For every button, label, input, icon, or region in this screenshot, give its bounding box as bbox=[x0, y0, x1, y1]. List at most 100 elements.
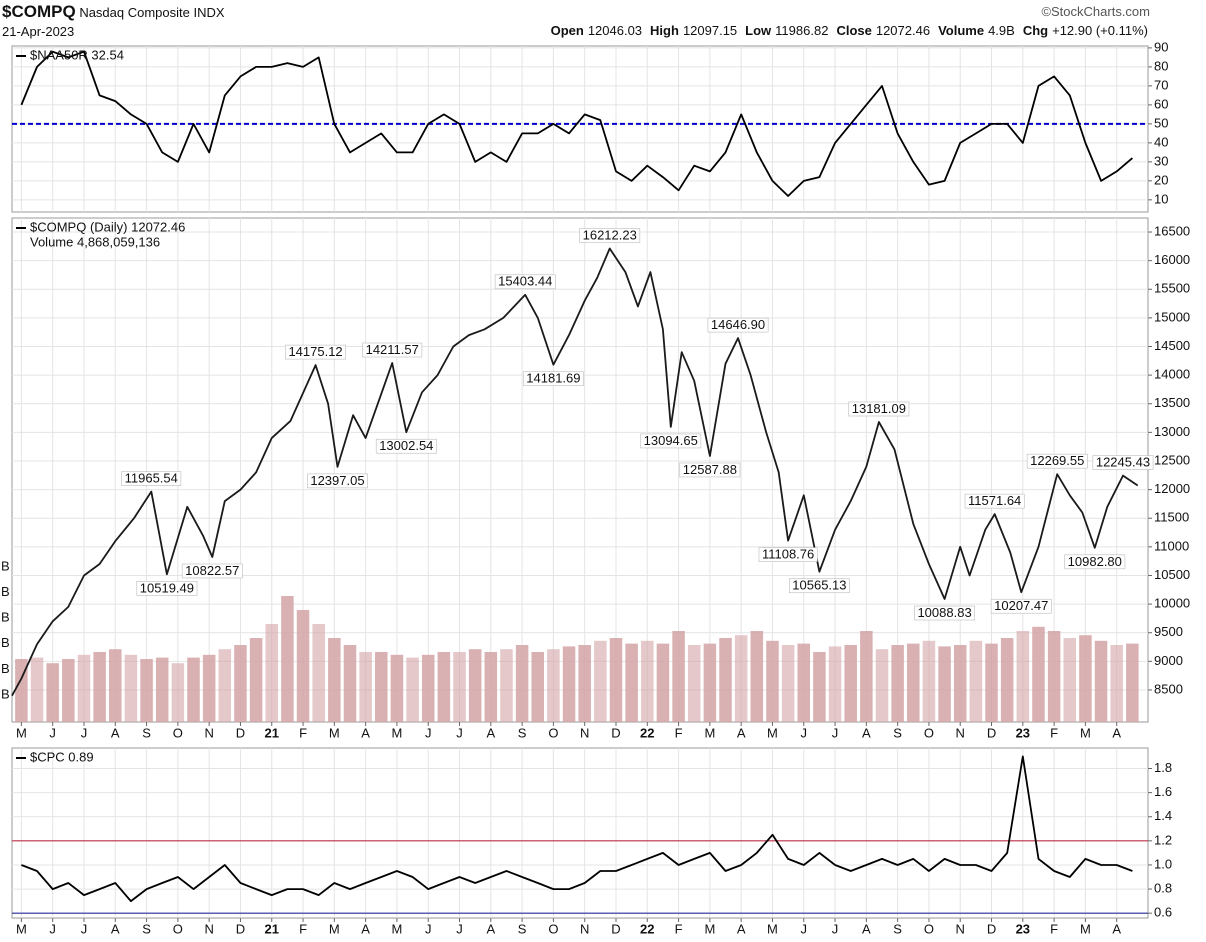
y-tick-label: 70 bbox=[1154, 77, 1168, 92]
y-tick-label: 0.8 bbox=[1154, 881, 1172, 896]
annotation-label: 14211.57 bbox=[366, 342, 419, 357]
x-tick-label: M bbox=[767, 921, 778, 936]
volume-bar bbox=[578, 645, 591, 722]
y-tick-label: 14500 bbox=[1154, 338, 1190, 353]
y-tick-label: 80 bbox=[1154, 58, 1168, 73]
volume-bar bbox=[468, 649, 482, 722]
volume-bar bbox=[656, 643, 670, 722]
panel bbox=[11, 747, 1149, 919]
annotation-label: 12397.05 bbox=[310, 473, 364, 488]
volume-bar bbox=[828, 646, 842, 722]
volume-bar bbox=[500, 649, 513, 722]
x-tick-label: M bbox=[392, 725, 403, 740]
x-tick-label: D bbox=[236, 921, 245, 936]
annotation-box bbox=[707, 317, 769, 333]
y-tick-label: 1.8 bbox=[1154, 760, 1172, 775]
annotation-label: 10982.80 bbox=[1068, 554, 1122, 569]
volume-bar bbox=[15, 659, 28, 722]
volume-bar bbox=[265, 624, 279, 722]
volume-bar bbox=[140, 659, 153, 722]
volume-bar bbox=[406, 657, 419, 722]
annotation-label: 13094.65 bbox=[644, 433, 698, 448]
quote-value: 4.9B bbox=[988, 23, 1015, 38]
annotation: 14646.90 bbox=[707, 317, 769, 333]
annotation-label: 10822.57 bbox=[185, 563, 239, 578]
volume-bar bbox=[234, 645, 247, 722]
x-tick-label: N bbox=[956, 921, 965, 936]
annotation-box bbox=[136, 581, 198, 596]
annotation: 14211.57 bbox=[362, 342, 423, 358]
x-tick-label: A bbox=[111, 725, 120, 740]
quote-value: 12046.03 bbox=[587, 23, 643, 38]
volume-bar bbox=[281, 596, 294, 722]
x-tick-label: 21 bbox=[265, 921, 279, 936]
volume-bar bbox=[375, 652, 388, 722]
volume-bar bbox=[766, 640, 779, 722]
series-line bbox=[21, 755, 1133, 902]
volume-bar bbox=[328, 638, 341, 722]
y-tick-label: 1.2 bbox=[1154, 832, 1172, 847]
annotation: 12397.05 bbox=[307, 473, 368, 489]
x-tick-label: A bbox=[111, 921, 120, 936]
volume-bar bbox=[797, 643, 811, 722]
volume-bar bbox=[296, 610, 310, 722]
x-tick-label: N bbox=[204, 725, 213, 740]
volume-bar bbox=[218, 649, 232, 722]
annotation-label: 14175.12 bbox=[288, 344, 342, 359]
volume-bar bbox=[249, 638, 263, 722]
x-tick-label: M bbox=[16, 921, 27, 936]
volume-bar bbox=[844, 645, 857, 722]
x-tick-label: A bbox=[862, 725, 871, 740]
x-tick-label: J bbox=[425, 921, 432, 936]
volume-bar bbox=[813, 652, 826, 722]
x-tick-label: J bbox=[49, 921, 56, 936]
x-tick-label: J bbox=[425, 725, 432, 740]
annotation-box bbox=[362, 342, 423, 358]
y-tick-label: 10500 bbox=[1154, 567, 1190, 582]
x-tick-label: N bbox=[956, 725, 965, 740]
panel bbox=[11, 45, 1149, 213]
annotation-box bbox=[494, 274, 556, 290]
y-tick-label: 1.6 bbox=[1154, 784, 1172, 799]
volume-axis-label: B bbox=[1, 661, 10, 676]
quote-value: +12.90 (+0.11%) bbox=[1052, 23, 1148, 38]
annotation: 15403.44 bbox=[494, 274, 556, 290]
x-tick-label: S bbox=[518, 921, 527, 936]
annotation-box bbox=[522, 371, 584, 387]
annotation-box bbox=[640, 433, 702, 449]
volume-bar bbox=[1110, 645, 1123, 722]
y-tick-label: 0.6 bbox=[1154, 905, 1172, 920]
annotation-label: 14181.69 bbox=[526, 371, 580, 386]
quote-label: High bbox=[650, 23, 679, 38]
volume-bar bbox=[594, 640, 607, 722]
annotation-label: 12587.88 bbox=[683, 462, 737, 477]
annotation-label: 10519.49 bbox=[140, 580, 194, 595]
x-tick-label: D bbox=[236, 725, 245, 740]
volume-bar bbox=[312, 624, 325, 722]
annotation-box bbox=[914, 605, 976, 621]
volume-bar bbox=[453, 652, 466, 722]
x-tick-label: F bbox=[675, 921, 683, 936]
quote-value: 12097.15 bbox=[682, 23, 738, 38]
annotation: 10519.49 bbox=[136, 580, 198, 596]
annotation-label: 11108.76 bbox=[762, 547, 814, 562]
x-tick-label: S bbox=[893, 725, 902, 740]
annotation: 13094.65 bbox=[640, 433, 702, 449]
annotation-label: 11965.54 bbox=[125, 471, 178, 486]
x-tick-label: J bbox=[801, 921, 808, 936]
x-tick-label: D bbox=[987, 725, 996, 740]
volume-bar bbox=[907, 643, 920, 722]
symbol: $COMPQ bbox=[2, 2, 76, 21]
x-tick-label: F bbox=[1050, 725, 1058, 740]
y-tick-label: 1.4 bbox=[1154, 808, 1172, 823]
x-tick-label: O bbox=[924, 725, 934, 740]
volume-bar bbox=[781, 645, 795, 722]
x-tick-label: A bbox=[737, 921, 746, 936]
annotation-box bbox=[285, 344, 346, 360]
y-tick-label: 90 bbox=[1154, 39, 1168, 54]
volume-axis-label: B bbox=[1, 610, 10, 625]
volume-legend: Volume 4,868,059,136 bbox=[30, 234, 160, 249]
x-tick-label: M bbox=[767, 725, 778, 740]
y-tick-label: 16500 bbox=[1154, 223, 1190, 238]
